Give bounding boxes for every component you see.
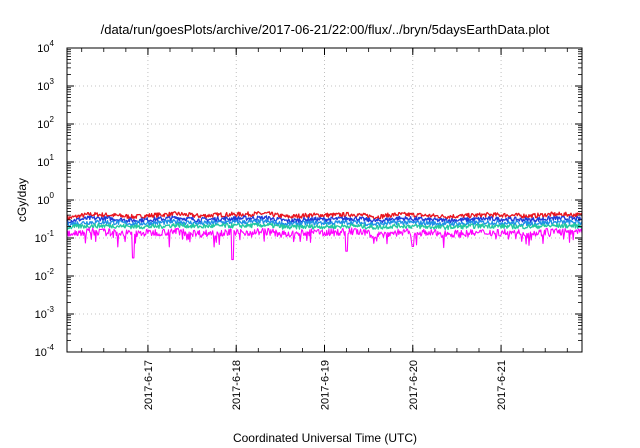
y-tick-label: 104	[37, 39, 54, 55]
chart-title: /data/run/goesPlots/archive/2017-06-21/2…	[101, 22, 550, 37]
x-ticks: 2017-6-17 2017-6-18 2017-6-19 2017-6-20 2017…	[81, 48, 568, 410]
x-tick-label: 2017-6-21	[496, 360, 508, 410]
series-line-2	[66, 215, 583, 224]
y-tick-label: 102	[37, 115, 54, 131]
y-tick-label: 10-2	[35, 267, 55, 283]
y-tick-label: 100	[37, 191, 54, 207]
x-tick-label: 2017-6-19	[320, 360, 332, 410]
y-axis-label: cGy/day	[15, 178, 29, 222]
series-line-5	[66, 227, 583, 261]
data-series	[66, 211, 583, 261]
y-tick-label: 103	[37, 77, 54, 93]
y-tick-label: 10-4	[35, 343, 55, 359]
series-line-1	[66, 211, 583, 221]
y-tick-label: 10-3	[35, 305, 55, 321]
x-axis-label: Coordinated Universal Time (UTC)	[233, 431, 417, 445]
x-tick-label: 2017-6-17	[143, 360, 155, 410]
y-tick-label: 101	[37, 153, 54, 169]
grid	[67, 48, 582, 352]
y-ticks: 10-4 10-3 10-2 10-1 100 101 102 103 104	[35, 39, 582, 359]
y-tick-label: 10-1	[35, 229, 55, 245]
series-line-4	[66, 222, 583, 231]
x-tick-label: 2017-6-18	[231, 360, 243, 410]
x-tick-label: 2017-6-20	[408, 360, 420, 410]
